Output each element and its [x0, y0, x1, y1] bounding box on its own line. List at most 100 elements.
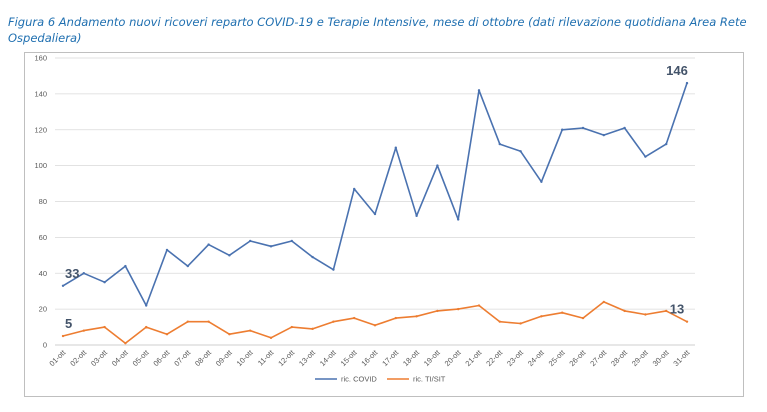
x-tick-label: 05-ott: [131, 347, 152, 368]
x-tick-label: 18-ott: [401, 347, 422, 368]
data-point: [436, 309, 439, 313]
data-point: [249, 239, 252, 243]
x-tick-label: 25-ott: [547, 347, 568, 368]
data-point: [561, 311, 564, 314]
data-label: 13: [670, 302, 684, 317]
x-tick-label: 10-ott: [235, 347, 256, 368]
y-tick-label: 120: [34, 125, 47, 134]
y-tick-label: 140: [34, 89, 47, 98]
data-point: [124, 342, 127, 345]
figure-caption: Figura 6 Andamento nuovi ricoveri repart…: [8, 15, 747, 45]
data-point: [644, 155, 647, 158]
x-tick-label: 31-ott: [671, 347, 692, 368]
x-tick-label: 02-ott: [68, 347, 89, 368]
data-point: [61, 334, 65, 338]
chart-frame: 0 20 40 60 80 100 120 140 160 01-ott 02-ott 03-ott 0…: [24, 52, 744, 397]
data-point: [457, 218, 460, 221]
data-point: [602, 300, 605, 304]
x-tick-label: 13-ott: [297, 347, 318, 368]
y-tick-label: 0: [43, 341, 47, 350]
data-point: [415, 214, 418, 218]
x-tick-label: 15-ott: [339, 347, 360, 368]
legend-label: ric. TI/SIT: [413, 375, 446, 384]
data-point: [561, 128, 564, 131]
x-tick-label: 20-ott: [443, 347, 464, 368]
x-tick-label: 16-ott: [359, 347, 380, 368]
y-tick-label: 80: [39, 197, 47, 206]
data-point: [519, 322, 522, 325]
data-point: [665, 309, 668, 313]
data-point: [103, 281, 106, 284]
x-tick-label: 11-ott: [256, 347, 276, 367]
x-tick-label: 09-ott: [214, 347, 235, 368]
data-point: [602, 133, 605, 137]
data-point: [685, 320, 689, 323]
data-point: [228, 254, 231, 257]
data-point: [165, 248, 169, 252]
data-point: [290, 239, 293, 243]
data-point: [311, 327, 314, 331]
data-point: [145, 325, 148, 329]
x-tick-label: 21-ott: [463, 347, 484, 368]
y-tick-label: 100: [34, 161, 47, 170]
x-tick-label: 19-ott: [422, 347, 443, 368]
x-tick-label: 17-ott: [380, 347, 401, 368]
data-point: [82, 272, 85, 275]
x-tick-label: 07-ott: [172, 347, 193, 368]
data-point: [394, 146, 397, 149]
data-label: 5: [65, 316, 72, 331]
data-point: [623, 126, 626, 130]
data-point: [540, 180, 543, 183]
x-tick-label: 08-ott: [193, 347, 214, 368]
data-point: [311, 255, 314, 259]
data-point: [249, 329, 252, 332]
data-point: [332, 320, 335, 323]
data-point: [498, 142, 501, 146]
data-point: [228, 333, 231, 336]
data-point: [290, 325, 293, 329]
data-point: [623, 309, 626, 313]
data-label: 146: [666, 63, 688, 78]
data-point: [477, 89, 481, 92]
data-point: [269, 245, 273, 248]
data-point: [332, 268, 335, 271]
data-point: [581, 316, 585, 320]
data-point: [394, 316, 397, 320]
data-point: [61, 284, 65, 288]
data-point: [581, 126, 585, 130]
x-tick-label: 30-ott: [651, 347, 672, 368]
data-point: [540, 315, 543, 318]
data-point: [415, 315, 418, 318]
data-point: [498, 320, 501, 323]
data-point: [207, 320, 210, 323]
data-point: [519, 150, 522, 153]
data-point: [145, 304, 148, 307]
data-point: [165, 333, 169, 336]
data-point: [186, 264, 189, 268]
data-point: [373, 212, 377, 216]
y-tick-label: 160: [34, 54, 47, 63]
data-point: [186, 320, 189, 323]
y-tick-label: 20: [39, 305, 47, 314]
series-line-1: [62, 301, 688, 345]
y-tick-label: 60: [39, 233, 47, 242]
x-tick-label: 01-ott: [47, 347, 68, 368]
data-label: 33: [65, 266, 79, 281]
data-point: [103, 325, 106, 329]
x-tick-label: 24-ott: [526, 347, 547, 368]
data-point: [457, 307, 460, 311]
data-point: [124, 264, 127, 268]
data-point: [82, 329, 85, 332]
data-point: [436, 164, 439, 167]
x-tick-label: 26-ott: [567, 347, 588, 368]
data-point: [207, 243, 210, 246]
x-tick-label: 28-ott: [609, 347, 630, 368]
x-tick-label: 29-ott: [630, 347, 651, 368]
data-point: [373, 324, 377, 327]
x-tick-label: 27-ott: [588, 347, 609, 368]
x-tick-label: 14-ott: [318, 347, 339, 368]
x-tick-label: 03-ott: [89, 347, 110, 368]
data-point: [353, 187, 356, 191]
data-point: [685, 81, 689, 85]
